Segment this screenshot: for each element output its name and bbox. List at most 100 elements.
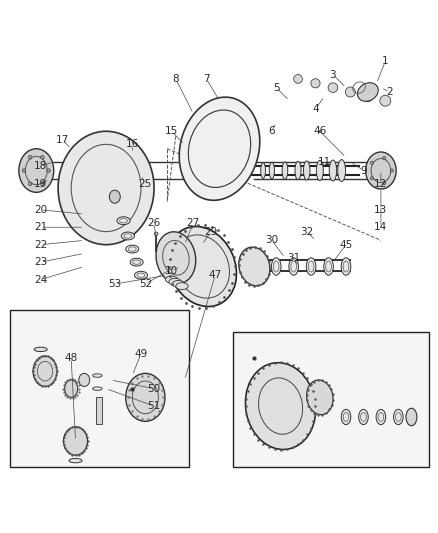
Text: 49: 49 bbox=[134, 349, 147, 359]
Ellipse shape bbox=[316, 160, 322, 181]
Ellipse shape bbox=[125, 245, 138, 253]
Ellipse shape bbox=[389, 169, 392, 172]
Ellipse shape bbox=[28, 156, 32, 159]
Text: 17: 17 bbox=[56, 135, 69, 145]
Ellipse shape bbox=[172, 280, 184, 287]
Ellipse shape bbox=[121, 232, 134, 240]
Ellipse shape bbox=[125, 374, 165, 422]
Text: 4: 4 bbox=[311, 104, 318, 115]
Ellipse shape bbox=[22, 169, 26, 172]
Text: 48: 48 bbox=[64, 353, 78, 363]
Text: 15: 15 bbox=[165, 126, 178, 136]
Text: 10: 10 bbox=[165, 266, 178, 276]
Text: 2: 2 bbox=[385, 87, 392, 97]
Ellipse shape bbox=[245, 362, 315, 449]
Ellipse shape bbox=[41, 156, 44, 159]
Bar bbox=[232, 332, 428, 467]
Bar bbox=[10, 310, 188, 467]
Text: 52: 52 bbox=[138, 279, 152, 289]
Text: 51: 51 bbox=[147, 401, 160, 411]
Ellipse shape bbox=[134, 271, 147, 279]
Bar bbox=[96, 398, 102, 424]
Ellipse shape bbox=[33, 356, 57, 386]
Ellipse shape bbox=[271, 258, 280, 275]
Ellipse shape bbox=[155, 232, 195, 284]
Ellipse shape bbox=[323, 258, 332, 275]
Ellipse shape bbox=[306, 380, 332, 415]
Ellipse shape bbox=[392, 409, 402, 425]
Ellipse shape bbox=[179, 97, 259, 200]
Ellipse shape bbox=[382, 181, 385, 184]
Ellipse shape bbox=[92, 374, 102, 377]
Ellipse shape bbox=[379, 95, 390, 106]
Text: 11: 11 bbox=[317, 157, 330, 167]
Text: 27: 27 bbox=[186, 218, 199, 228]
Ellipse shape bbox=[268, 162, 274, 179]
Ellipse shape bbox=[167, 227, 236, 306]
Ellipse shape bbox=[28, 182, 32, 185]
Ellipse shape bbox=[109, 190, 120, 203]
Ellipse shape bbox=[370, 177, 373, 180]
Text: 19: 19 bbox=[34, 179, 47, 189]
Ellipse shape bbox=[176, 282, 187, 289]
Text: 21: 21 bbox=[34, 222, 47, 232]
Text: 50: 50 bbox=[147, 384, 160, 394]
Text: 46: 46 bbox=[312, 126, 326, 136]
Text: 24: 24 bbox=[34, 274, 47, 285]
Ellipse shape bbox=[340, 409, 350, 425]
Ellipse shape bbox=[19, 149, 53, 192]
Text: 25: 25 bbox=[138, 179, 152, 189]
Ellipse shape bbox=[382, 157, 385, 159]
Ellipse shape bbox=[288, 258, 298, 275]
Ellipse shape bbox=[328, 160, 336, 181]
Text: 8: 8 bbox=[172, 74, 179, 84]
Text: 26: 26 bbox=[147, 218, 160, 228]
Ellipse shape bbox=[358, 409, 367, 425]
Text: 18: 18 bbox=[34, 161, 47, 171]
Ellipse shape bbox=[327, 83, 337, 92]
Text: 30: 30 bbox=[265, 236, 278, 245]
Ellipse shape bbox=[165, 276, 177, 283]
Ellipse shape bbox=[375, 409, 385, 425]
Text: 45: 45 bbox=[339, 240, 352, 249]
Ellipse shape bbox=[117, 217, 130, 224]
Text: 16: 16 bbox=[125, 139, 138, 149]
Ellipse shape bbox=[64, 380, 78, 398]
Ellipse shape bbox=[282, 162, 287, 179]
Ellipse shape bbox=[370, 161, 373, 164]
Ellipse shape bbox=[58, 131, 154, 245]
Text: 22: 22 bbox=[34, 240, 47, 249]
Ellipse shape bbox=[41, 182, 44, 185]
Text: 53: 53 bbox=[108, 279, 121, 289]
Text: 29: 29 bbox=[204, 227, 217, 237]
Ellipse shape bbox=[64, 427, 87, 455]
Text: 31: 31 bbox=[286, 253, 300, 263]
Ellipse shape bbox=[362, 91, 372, 102]
Ellipse shape bbox=[303, 161, 309, 180]
Ellipse shape bbox=[238, 247, 269, 286]
Ellipse shape bbox=[260, 163, 265, 179]
Text: 47: 47 bbox=[208, 270, 221, 280]
Ellipse shape bbox=[365, 152, 395, 189]
Ellipse shape bbox=[169, 278, 181, 285]
Ellipse shape bbox=[345, 87, 355, 97]
Text: 7: 7 bbox=[203, 74, 209, 84]
Ellipse shape bbox=[306, 258, 315, 275]
Text: 3: 3 bbox=[329, 70, 336, 79]
Ellipse shape bbox=[79, 374, 89, 386]
Ellipse shape bbox=[340, 258, 350, 275]
Ellipse shape bbox=[130, 258, 143, 266]
Ellipse shape bbox=[337, 159, 345, 181]
Ellipse shape bbox=[294, 161, 300, 180]
Text: 6: 6 bbox=[268, 126, 275, 136]
Ellipse shape bbox=[69, 458, 82, 463]
Text: 9: 9 bbox=[359, 166, 366, 175]
Ellipse shape bbox=[310, 79, 319, 88]
Ellipse shape bbox=[405, 408, 416, 426]
Text: 32: 32 bbox=[300, 227, 313, 237]
Ellipse shape bbox=[47, 169, 50, 172]
Ellipse shape bbox=[92, 387, 102, 390]
Text: 13: 13 bbox=[374, 205, 387, 215]
Ellipse shape bbox=[154, 232, 158, 236]
Text: 1: 1 bbox=[381, 56, 388, 67]
